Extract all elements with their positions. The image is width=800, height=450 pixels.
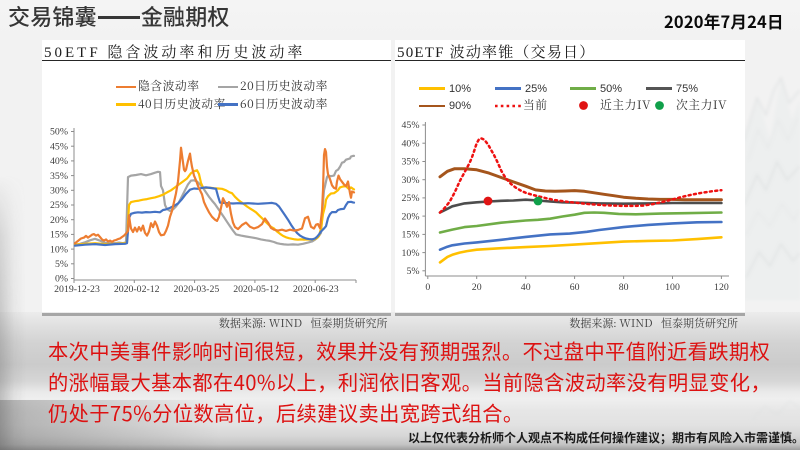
svg-text:25%: 25% xyxy=(402,193,420,204)
svg-text:30%: 30% xyxy=(402,175,420,186)
svg-text:20%: 20% xyxy=(402,211,420,222)
svg-text:2019-12-23: 2019-12-23 xyxy=(54,284,100,295)
svg-text:2020-06-23: 2020-06-23 xyxy=(293,284,339,295)
svg-text:45%: 45% xyxy=(402,120,420,131)
svg-text:10%: 10% xyxy=(402,248,420,259)
svg-text:5%: 5% xyxy=(55,259,68,270)
svg-text:45%: 45% xyxy=(50,141,68,152)
svg-text:20%: 20% xyxy=(50,215,68,226)
svg-text:5%: 5% xyxy=(406,266,419,277)
svg-text:40%: 40% xyxy=(50,156,68,167)
svg-text:35%: 35% xyxy=(50,171,68,182)
svg-text:30%: 30% xyxy=(50,186,68,197)
svg-text:100: 100 xyxy=(665,282,680,293)
svg-text:50%: 50% xyxy=(50,127,68,138)
svg-text:15%: 15% xyxy=(402,230,420,241)
svg-text:10%: 10% xyxy=(50,244,68,255)
svg-text:0%: 0% xyxy=(55,274,68,285)
svg-text:0: 0 xyxy=(425,282,430,293)
svg-text:15%: 15% xyxy=(50,230,68,241)
svg-text:2020-05-12: 2020-05-12 xyxy=(233,284,279,295)
svg-text:40%: 40% xyxy=(402,138,420,149)
svg-text:2020-03-25: 2020-03-25 xyxy=(174,284,220,295)
svg-text:2020-02-12: 2020-02-12 xyxy=(114,284,160,295)
svg-text:80: 80 xyxy=(619,282,629,293)
svg-text:35%: 35% xyxy=(402,157,420,168)
svg-text:120: 120 xyxy=(714,282,729,293)
svg-text:20: 20 xyxy=(472,282,482,293)
svg-text:25%: 25% xyxy=(50,200,68,211)
svg-text:60: 60 xyxy=(570,282,580,293)
svg-text:40: 40 xyxy=(521,282,531,293)
